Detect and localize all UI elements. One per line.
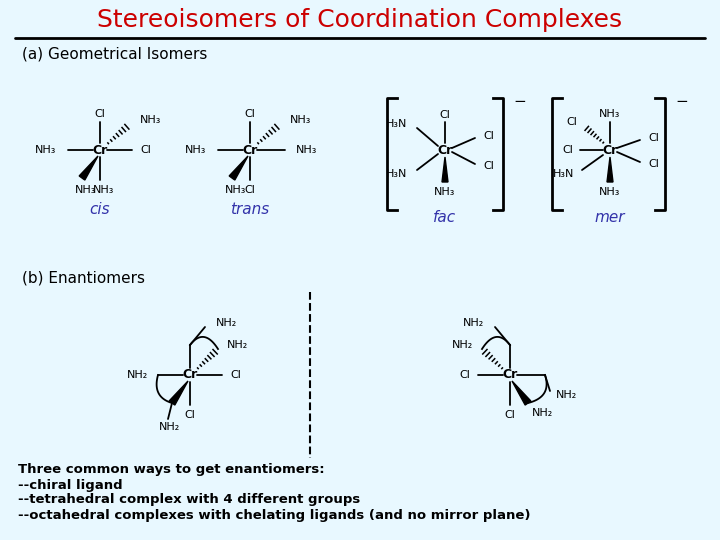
Text: NH₃: NH₃ bbox=[184, 145, 206, 155]
Text: Cl: Cl bbox=[566, 117, 577, 127]
Text: Cl: Cl bbox=[140, 145, 151, 155]
Text: Cr: Cr bbox=[243, 144, 258, 157]
Text: (a) Geometrical Isomers: (a) Geometrical Isomers bbox=[22, 46, 207, 62]
Text: NH₂: NH₂ bbox=[216, 318, 238, 328]
Polygon shape bbox=[79, 156, 98, 180]
Text: trans: trans bbox=[230, 202, 269, 218]
Text: NH₃: NH₃ bbox=[296, 145, 318, 155]
Text: Cl: Cl bbox=[648, 133, 659, 143]
Text: Cl: Cl bbox=[184, 410, 195, 420]
Polygon shape bbox=[229, 156, 248, 180]
Text: Cl: Cl bbox=[245, 109, 256, 119]
Text: cis: cis bbox=[90, 202, 110, 218]
Text: NH₃: NH₃ bbox=[290, 115, 311, 125]
Text: Stereoisomers of Coordination Complexes: Stereoisomers of Coordination Complexes bbox=[97, 8, 623, 32]
Text: NH₃: NH₃ bbox=[140, 115, 161, 125]
Text: Cl: Cl bbox=[94, 109, 105, 119]
Text: Cr: Cr bbox=[182, 368, 197, 381]
Text: H₃N: H₃N bbox=[553, 169, 574, 179]
Text: NH₃: NH₃ bbox=[76, 185, 96, 195]
Text: mer: mer bbox=[595, 211, 625, 226]
Text: NH₂: NH₂ bbox=[463, 318, 484, 328]
Text: Cl: Cl bbox=[562, 145, 573, 155]
Polygon shape bbox=[169, 381, 188, 405]
Text: --chiral ligand: --chiral ligand bbox=[18, 478, 122, 491]
Text: NH₃: NH₃ bbox=[225, 185, 247, 195]
Text: Cl: Cl bbox=[440, 110, 451, 120]
Text: Cr: Cr bbox=[503, 368, 518, 381]
Text: NH₂: NH₂ bbox=[227, 340, 248, 350]
Polygon shape bbox=[512, 381, 531, 405]
Text: NH₃: NH₃ bbox=[599, 109, 621, 119]
Polygon shape bbox=[442, 157, 448, 182]
Text: NH₃: NH₃ bbox=[94, 185, 114, 195]
Text: Cl: Cl bbox=[648, 159, 659, 169]
Text: NH₃: NH₃ bbox=[599, 187, 621, 197]
Text: Cl: Cl bbox=[230, 370, 241, 380]
Text: Cl: Cl bbox=[245, 185, 256, 195]
Text: −: − bbox=[675, 94, 688, 110]
Text: NH₂: NH₂ bbox=[159, 422, 181, 432]
Text: --octahedral complexes with chelating ligands (and no mirror plane): --octahedral complexes with chelating li… bbox=[18, 509, 531, 522]
Text: H₃N: H₃N bbox=[386, 169, 407, 179]
Text: NH₂: NH₂ bbox=[532, 408, 553, 418]
Text: fac: fac bbox=[433, 211, 456, 226]
Text: (b) Enantiomers: (b) Enantiomers bbox=[22, 271, 145, 286]
Text: H₃N: H₃N bbox=[386, 119, 407, 129]
Text: Cr: Cr bbox=[437, 144, 453, 157]
Text: NH₃: NH₃ bbox=[434, 187, 456, 197]
Text: NH₂: NH₂ bbox=[127, 370, 148, 380]
Polygon shape bbox=[607, 157, 613, 182]
Text: −: − bbox=[513, 94, 526, 110]
Text: Cl: Cl bbox=[483, 161, 494, 171]
Text: Three common ways to get enantiomers:: Three common ways to get enantiomers: bbox=[18, 463, 325, 476]
Text: Cl: Cl bbox=[483, 131, 494, 141]
Text: NH₂: NH₂ bbox=[451, 340, 473, 350]
Text: NH₃: NH₃ bbox=[35, 145, 56, 155]
Text: Cr: Cr bbox=[603, 144, 618, 157]
Text: Cl: Cl bbox=[459, 370, 470, 380]
Text: Cl: Cl bbox=[505, 410, 516, 420]
Text: Cr: Cr bbox=[92, 144, 107, 157]
Text: --tetrahedral complex with 4 different groups: --tetrahedral complex with 4 different g… bbox=[18, 494, 360, 507]
Text: NH₂: NH₂ bbox=[556, 390, 577, 400]
